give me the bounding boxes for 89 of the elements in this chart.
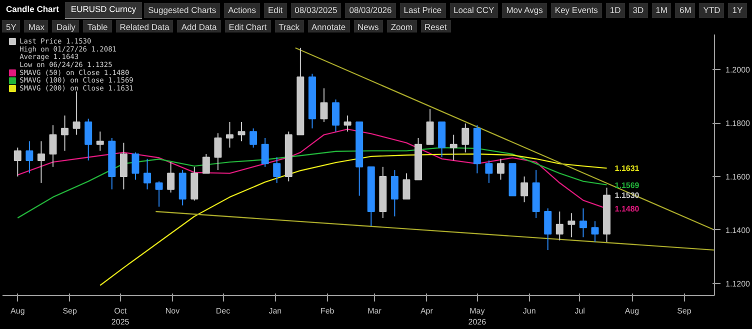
candlestick [450,134,458,161]
candlestick [556,211,564,241]
x-tick-label: Jul [574,306,586,316]
candlestick [344,115,352,132]
candlestick [332,98,340,132]
text: Mov Avgs [502,3,547,18]
candlestick [37,140,45,184]
candlestick [14,147,22,177]
text: 5Y [2,20,20,35]
candlestick [226,121,234,148]
candlestick [26,140,34,174]
candlestick [544,208,552,251]
x-tick-label: May 2026 [468,306,487,326]
text: Related Data [116,20,174,35]
candlestick [202,154,210,174]
text: Daily [52,20,80,35]
text: Annotate [308,20,350,35]
candlestick [426,108,434,145]
chart-subtitle: EURUSD Curncy [64,2,142,19]
text: News [354,20,383,35]
text: 1D [606,3,625,18]
y-tick-label: 1.1400 [726,226,751,235]
candlestick [96,131,104,152]
candlestick [144,158,151,190]
text: 08/03/2026 [345,3,396,18]
x-tick-label: Aug [10,306,25,316]
text: 1.1530 [614,191,640,200]
text: Add Data [177,20,221,35]
candlestick [591,220,599,243]
data-label: 1.1569 [614,180,640,190]
text: Actions [224,3,260,18]
candlestick [132,152,140,180]
candlestick [261,137,269,168]
text: YTD [699,3,724,18]
candlestick [167,162,175,194]
candlestick [214,132,222,171]
candlestick [320,88,328,122]
text: Zoom [386,20,417,35]
candlestick [120,142,128,190]
text: 3D [628,3,648,18]
x-tick-label: Oct 2025 [111,306,130,326]
text: Edit Chart [224,20,271,35]
text: Local CCY [450,3,498,18]
x-tick-label: Sep [677,306,692,316]
y-tick-label: 1.1200 [726,279,751,288]
x-tick-label: Jan [268,306,282,316]
x-tick-label: Mar [368,306,382,316]
data-label: 1.1480 [614,204,640,214]
y-tick-label: 1.2000 [726,66,751,75]
candlestick [462,123,470,153]
candlestick [496,158,504,180]
x-tick-label: Sep [62,306,78,316]
candlestick [485,160,493,184]
text: 1Y [728,3,747,18]
text: Key Events [550,3,602,18]
text: Last Price [400,3,446,18]
candlestick [520,176,528,203]
text: Edit [264,3,287,18]
candlestick [250,128,258,148]
candlestick [72,90,80,136]
text: Max [24,20,48,35]
text: 08/03/2025 [290,3,342,18]
line-series [100,153,608,286]
candlestick [390,170,398,217]
text: Reset [420,20,451,35]
x-tick-label: Aug [624,306,640,316]
chart-title: Candle Chart [5,3,60,16]
x-tick-label: Dec [216,306,230,316]
data-label: 1.1631 [614,164,640,174]
candlestick [402,172,410,200]
candlestick [579,208,587,238]
candlestick [84,118,92,161]
text: Suggested Charts [144,3,220,18]
y-tick-label: 1.1600 [726,172,751,182]
text: 6M [675,3,696,18]
text: Track [274,20,304,35]
text: 1M [652,3,672,18]
candlestick [61,115,69,152]
x-tick-label: Jun [522,306,536,316]
y-tick-label: 1.1800 [726,119,751,128]
x-tick-label: Apr [420,306,434,316]
candlestick [238,121,246,142]
candlestick [49,124,57,168]
candlestick [155,180,163,208]
text: Table [83,20,112,35]
candlestick [273,156,281,184]
candlestick [568,212,576,238]
x-tick-label: Nov [165,306,180,316]
x-tick-label: Feb [320,306,335,316]
